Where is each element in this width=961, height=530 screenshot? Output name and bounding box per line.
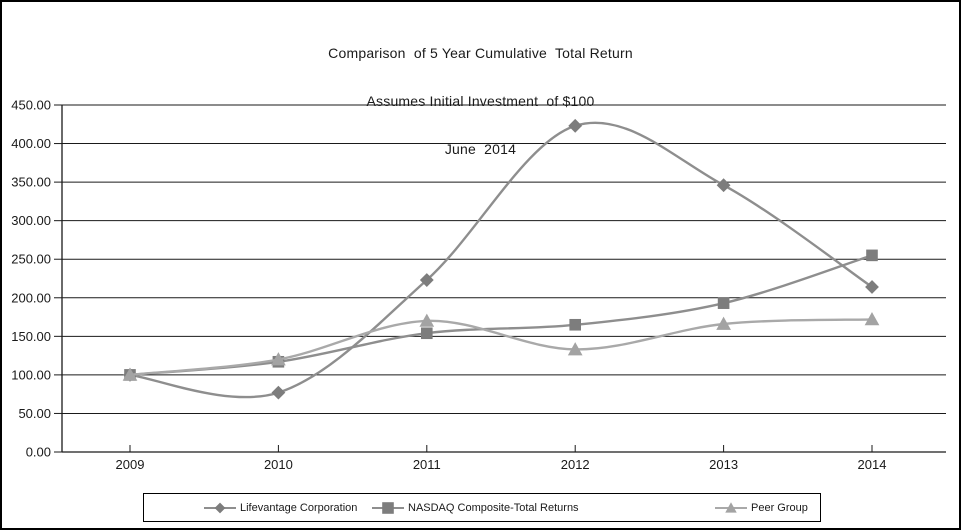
data-point-diamond-icon: [271, 385, 286, 400]
legend-item-nasdaq: NASDAQ Composite-Total Returns: [371, 494, 579, 521]
series-line-1: [128, 254, 874, 377]
x-tick-label: 2010: [264, 457, 293, 472]
legend-label: Peer Group: [751, 501, 808, 514]
x-tick-label: 2011: [413, 457, 441, 472]
data-point-square-icon: [866, 249, 878, 262]
y-axis-labels: 0.00 50.00 100.00 150.00 200.00 250.00 300.00 3…: [11, 98, 51, 460]
square-line-marker-icon: [372, 501, 404, 514]
y-tick-label: 300.00: [11, 213, 51, 228]
triangle-line-marker-icon: [715, 501, 747, 513]
x-tick-label: 2012: [561, 457, 590, 472]
x-tick-label: 2009: [116, 457, 145, 472]
x-axis-labels: 2009 2010 2011 2012 2013 2014: [116, 457, 887, 472]
legend: Lifevantage Corporation NASDAQ Composite…: [143, 493, 821, 522]
legend-marker-glyph: [382, 501, 394, 514]
data-point-diamond-icon: [568, 118, 583, 133]
data-point-square-icon: [421, 327, 433, 340]
series-markers-2: [122, 312, 880, 381]
title-line-1: Comparison of 5 Year Cumulative Total Re…: [328, 45, 633, 61]
diamond-line-marker-icon: [204, 502, 236, 513]
y-tick-label: 50.00: [18, 406, 51, 421]
x-tick-label: 2013: [709, 457, 738, 472]
data-point-triangle-icon: [567, 342, 583, 356]
y-tick-label: 250.00: [11, 252, 51, 267]
data-point-triangle-icon: [122, 367, 138, 381]
title-line-3: June 2014: [444, 141, 517, 157]
data-point-triangle-icon: [864, 312, 880, 326]
data-point-square-icon: [717, 297, 730, 309]
data-point-diamond-icon: [419, 273, 434, 287]
series-markers-1: [124, 249, 878, 381]
y-tick-label: 0.00: [26, 445, 51, 460]
y-tick-label: 150.00: [11, 329, 51, 344]
y-tick-label: 350.00: [11, 175, 51, 190]
y-tick-label: 450.00: [11, 98, 51, 113]
data-point-triangle-icon: [419, 313, 435, 327]
y-tick-label: 200.00: [11, 290, 51, 305]
legend-item-lifevantage: Lifevantage Corporation: [203, 494, 357, 521]
data-point-square-icon: [569, 318, 582, 331]
legend-item-peer-group: Peer Group: [714, 494, 808, 521]
legend-label: Lifevantage Corporation: [240, 501, 358, 514]
legend-marker-glyph: [725, 501, 737, 513]
data-point-diamond-icon: [865, 280, 879, 294]
data-point-triangle-icon: [716, 316, 731, 330]
y-tick-label: 400.00: [11, 136, 51, 151]
legend-marker-glyph: [214, 502, 226, 513]
gridlines: [54, 104, 946, 453]
data-point-diamond-icon: [716, 178, 731, 193]
x-tick-label: 2014: [858, 457, 887, 472]
series-line-2: [128, 318, 874, 377]
legend-label: NASDAQ Composite-Total Returns: [408, 501, 579, 514]
series-line-0: [128, 121, 874, 399]
y-tick-label: 100.00: [11, 367, 51, 382]
data-point-triangle-icon: [271, 352, 286, 366]
